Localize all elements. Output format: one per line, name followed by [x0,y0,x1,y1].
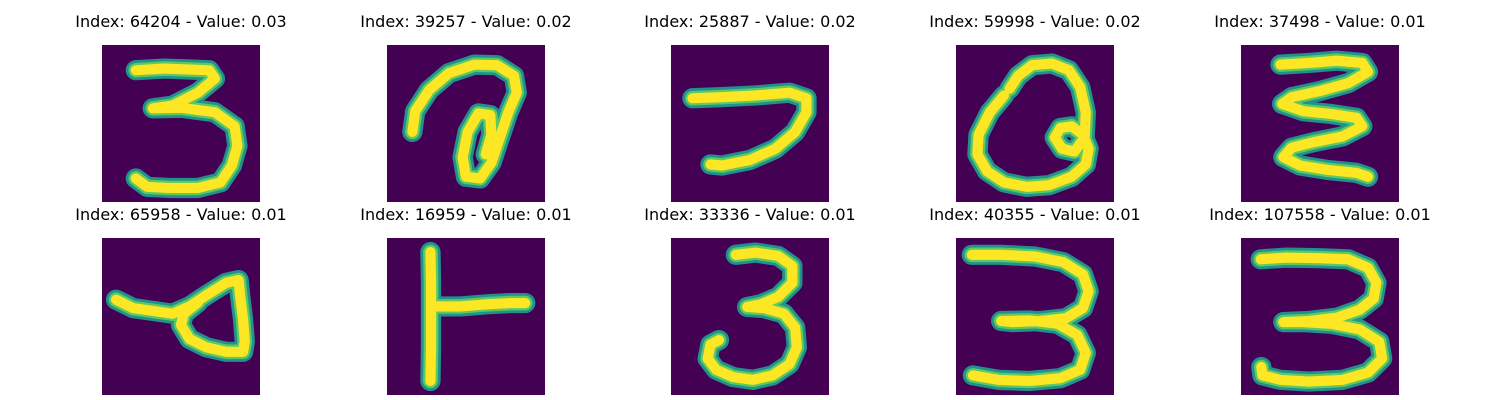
grid-cell: Index: 37498 - Value: 0.01 [1190,10,1450,202]
glyph-stroke [1255,252,1388,387]
glyph-stroke [111,275,250,357]
grid-cell: Index: 59998 - Value: 0.02 [905,10,1165,202]
glyph-stroke [1275,55,1374,182]
grid-cell: Index: 16959 - Value: 0.01 [336,203,596,395]
grid-cell: Index: 64204 - Value: 0.03 [51,10,311,202]
cell-title: Index: 40355 - Value: 0.01 [929,205,1141,224]
glyph-stroke [425,246,437,387]
digit-three-sample [671,238,829,395]
glyph-stroke [429,297,531,312]
t-shape-sample [387,238,545,395]
digit-three-sample [102,45,260,202]
zigzag-sample [1241,45,1399,202]
cell-title: Index: 16959 - Value: 0.01 [360,205,572,224]
curl-loop-sample [387,45,545,202]
digit-three-sample [956,238,1114,395]
triangle-loop-sample [102,238,260,395]
glyph-stroke [407,59,522,184]
cell-title: Index: 39257 - Value: 0.02 [360,12,572,31]
glyph-stroke [687,87,812,171]
cell-title: Index: 64204 - Value: 0.03 [75,12,287,31]
cell-title: Index: 33336 - Value: 0.01 [644,205,856,224]
glyph-stroke [130,63,243,194]
cell-title: Index: 65958 - Value: 0.01 [75,205,287,224]
grid-cell: Index: 40355 - Value: 0.01 [905,203,1165,395]
grid-cell: Index: 25887 - Value: 0.02 [620,10,880,202]
digit-three-sample [1241,238,1399,395]
grid-cell: Index: 65958 - Value: 0.01 [51,203,311,395]
round-loop-sample [956,45,1114,202]
hook-sample [671,45,829,202]
glyph-stroke [702,247,802,385]
cell-title: Index: 107558 - Value: 0.01 [1209,205,1431,224]
cell-title: Index: 37498 - Value: 0.01 [1214,12,1426,31]
grid-cell: Index: 33336 - Value: 0.01 [620,203,880,395]
grid-cell: Index: 39257 - Value: 0.02 [336,10,596,202]
glyph-stroke [966,249,1094,387]
cell-title: Index: 59998 - Value: 0.02 [929,12,1141,31]
glyph-stroke [972,58,1094,192]
grid-cell: Index: 107558 - Value: 0.01 [1190,203,1450,395]
cell-title: Index: 25887 - Value: 0.02 [644,12,856,31]
